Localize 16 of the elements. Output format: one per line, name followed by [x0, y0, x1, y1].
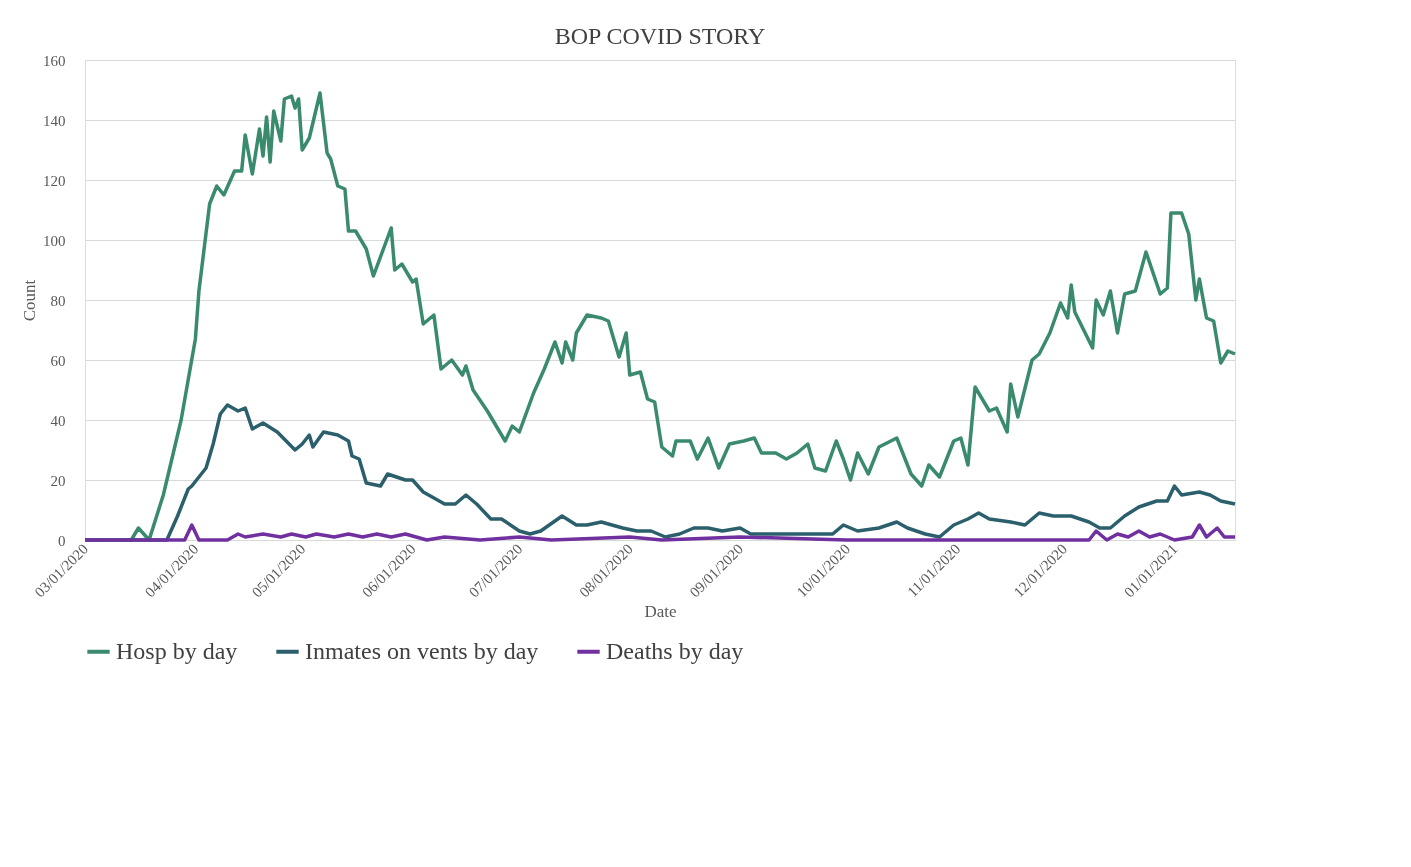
legend-label: Hosp by day	[116, 637, 238, 664]
y-tick-label: 160	[43, 52, 66, 69]
x-axis-title: Date	[644, 602, 677, 622]
y-tick-label: 120	[43, 172, 66, 189]
y-tick-label: 60	[50, 352, 66, 369]
chart-title: BOP COVID STORY	[554, 23, 766, 49]
y-tick-label: 100	[43, 232, 66, 249]
y-tick-label: 0	[58, 532, 66, 549]
y-tick-label: 20	[50, 472, 66, 489]
y-tick-label: 140	[43, 112, 66, 129]
y-tick-label: 80	[50, 292, 66, 309]
line-series	[83, 523, 1237, 542]
y-axis-title: Count	[20, 279, 39, 322]
legend-label: Inmates on vents by day	[305, 637, 539, 664]
legend-label: Deaths by day	[606, 637, 744, 664]
y-tick-label: 40	[50, 412, 66, 429]
